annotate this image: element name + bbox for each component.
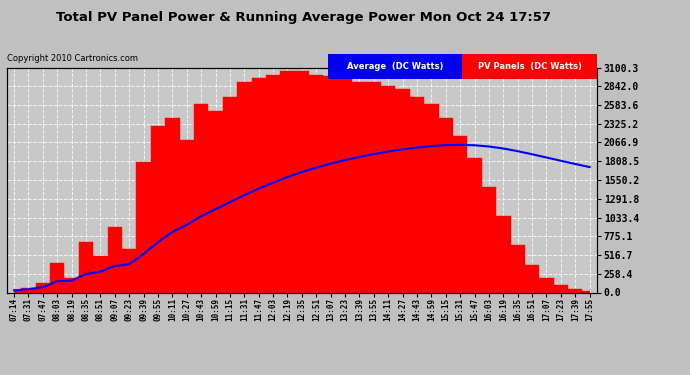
Text: PV Panels  (DC Watts): PV Panels (DC Watts) (477, 62, 582, 71)
Text: Copyright 2010 Cartronics.com: Copyright 2010 Cartronics.com (7, 54, 138, 63)
Text: Total PV Panel Power & Running Average Power Mon Oct 24 17:57: Total PV Panel Power & Running Average P… (56, 11, 551, 24)
Text: Average  (DC Watts): Average (DC Watts) (347, 62, 443, 71)
